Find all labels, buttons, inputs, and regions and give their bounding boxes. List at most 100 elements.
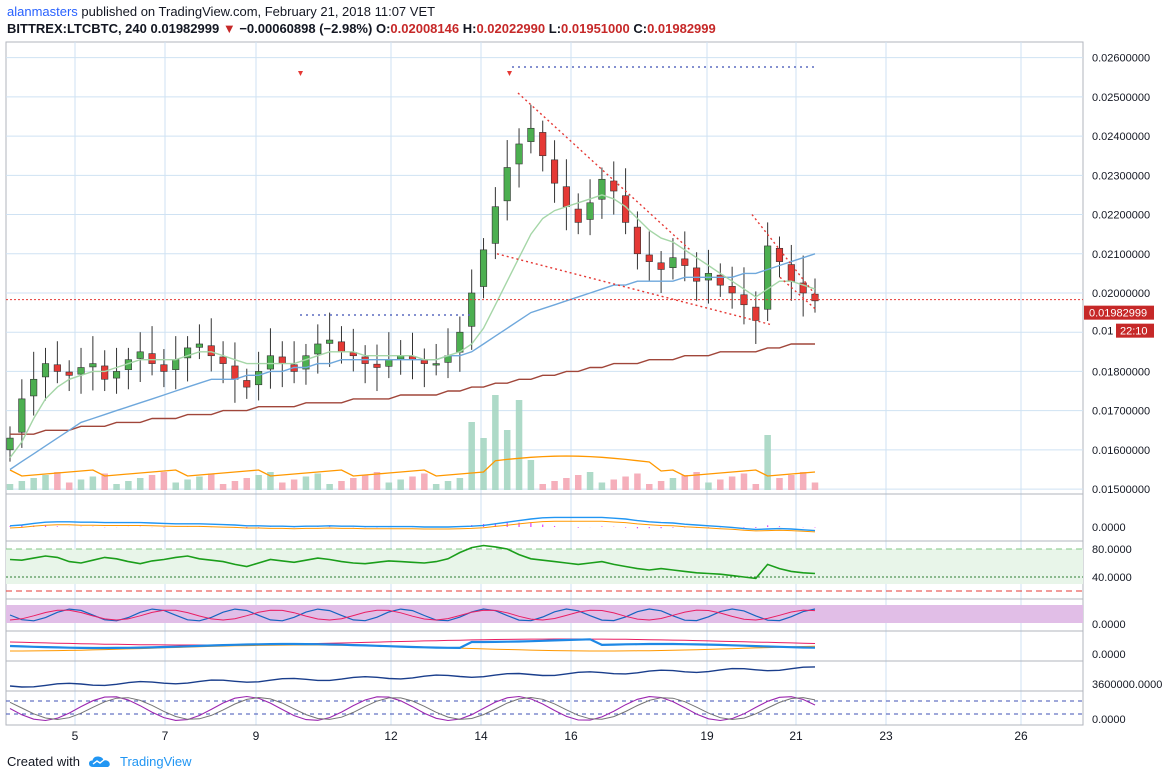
volume-bar xyxy=(586,472,594,490)
ohlc-bar: BITTREX:LTCBTC, 240 0.01982999 ▼ −0.0006… xyxy=(7,21,716,36)
x-tick-label: 12 xyxy=(384,729,398,743)
candle xyxy=(314,343,322,355)
candle xyxy=(633,226,641,255)
candle xyxy=(160,364,168,372)
candle xyxy=(373,363,381,368)
ma-slow-line xyxy=(10,343,815,435)
candle xyxy=(574,208,582,223)
volume-bar xyxy=(314,473,322,490)
price-change: −0.00060898 (−2.98%) xyxy=(239,21,373,36)
volume-bar xyxy=(172,482,179,490)
candle xyxy=(515,143,523,165)
volume-bar xyxy=(184,479,191,490)
volume-bar xyxy=(764,435,771,490)
y-tick-label: 40.0000 xyxy=(1092,572,1132,584)
candle xyxy=(764,245,772,310)
last-price: 0.01982999 xyxy=(150,21,220,36)
candle xyxy=(243,380,251,388)
y-tick-label: 0.0000 xyxy=(1092,649,1126,661)
candle xyxy=(598,178,606,200)
volume-bar xyxy=(65,482,73,490)
countdown-box xyxy=(1116,323,1154,338)
candle xyxy=(302,355,310,370)
volume-cum-line xyxy=(9,666,816,688)
x-tick-label: 7 xyxy=(162,729,169,743)
candle xyxy=(562,186,570,208)
volume-bar xyxy=(456,478,464,490)
volume-bar xyxy=(563,478,570,490)
candle xyxy=(231,365,239,380)
candle xyxy=(728,286,736,294)
volume-bar xyxy=(54,472,61,490)
volume-bar xyxy=(705,482,712,490)
volume-bar xyxy=(18,481,26,490)
candle xyxy=(207,345,215,357)
current-price-label: 0.01982999 xyxy=(1089,308,1147,320)
candle xyxy=(775,247,784,262)
x-tick-label: 19 xyxy=(700,729,714,743)
y-tick-label: 0.02500000 xyxy=(1092,92,1150,104)
candle xyxy=(420,359,428,364)
volume-bar xyxy=(326,484,333,490)
y-tick-label: 0.01600000 xyxy=(1092,445,1150,457)
volume-bar xyxy=(338,481,345,490)
y-tick-label: 0.02200000 xyxy=(1092,210,1150,222)
y-tick-label: 0.01500000 xyxy=(1092,484,1150,496)
volume-ma-line xyxy=(9,455,816,477)
volume-bar xyxy=(634,473,641,490)
x-tick-label: 9 xyxy=(253,729,260,743)
countdown-label: 22:10 xyxy=(1120,326,1148,338)
footer: Created with TradingView xyxy=(7,754,192,769)
x-tick-label: 23 xyxy=(879,729,893,743)
y-tick-label: 0.0000 xyxy=(1092,714,1126,726)
volume-bar xyxy=(657,481,665,490)
volume-bar xyxy=(89,476,97,490)
volume-bar xyxy=(515,400,523,490)
volume-bar xyxy=(693,472,700,490)
volume-bar xyxy=(373,472,381,490)
volume-bar xyxy=(740,473,748,490)
volume-bar xyxy=(669,478,677,490)
macd-signal-line xyxy=(9,520,816,533)
volume-bar xyxy=(527,460,535,490)
open-value: 0.02008146 xyxy=(390,21,460,36)
candle xyxy=(184,347,192,359)
candle xyxy=(148,353,156,364)
publish-info: alanmasters published on TradingView.com… xyxy=(7,4,435,19)
volume-bar xyxy=(811,482,819,490)
candle xyxy=(18,398,26,433)
volume-bar xyxy=(622,476,629,490)
candle xyxy=(41,363,50,378)
candle xyxy=(65,371,73,376)
y-tick-label: 0.02300000 xyxy=(1092,170,1150,182)
volume-bar xyxy=(42,475,49,490)
tradingview-link[interactable]: TradingView xyxy=(119,754,192,769)
volume-bar xyxy=(219,484,227,490)
candles xyxy=(6,104,819,462)
tradingview-cloud-icon[interactable] xyxy=(88,755,112,769)
candle xyxy=(53,364,61,372)
trend-line-a xyxy=(9,638,816,646)
candle xyxy=(255,371,263,386)
volume-bar xyxy=(610,479,618,490)
macd-line xyxy=(9,516,816,532)
author-link[interactable]: alanmasters xyxy=(7,4,78,19)
candle xyxy=(752,306,760,321)
stoch-k-line xyxy=(9,695,816,722)
volume-bar xyxy=(361,475,369,490)
x-tick-label: 5 xyxy=(72,729,79,743)
volume-bar xyxy=(290,479,298,490)
candle xyxy=(89,363,97,368)
down-arrow-icon: ▼ xyxy=(222,21,236,36)
volume-bar xyxy=(113,484,120,490)
volume-bar xyxy=(255,475,262,490)
osc-band xyxy=(6,549,1083,584)
volume-bar xyxy=(385,482,393,490)
price-label-box xyxy=(1084,305,1154,320)
candle xyxy=(77,367,85,375)
created-with-text: Created with xyxy=(7,754,80,769)
candle xyxy=(479,249,488,287)
volume-bar xyxy=(681,475,689,490)
symbol-label[interactable]: BITTREX:LTCBTC, 240 xyxy=(7,21,147,36)
